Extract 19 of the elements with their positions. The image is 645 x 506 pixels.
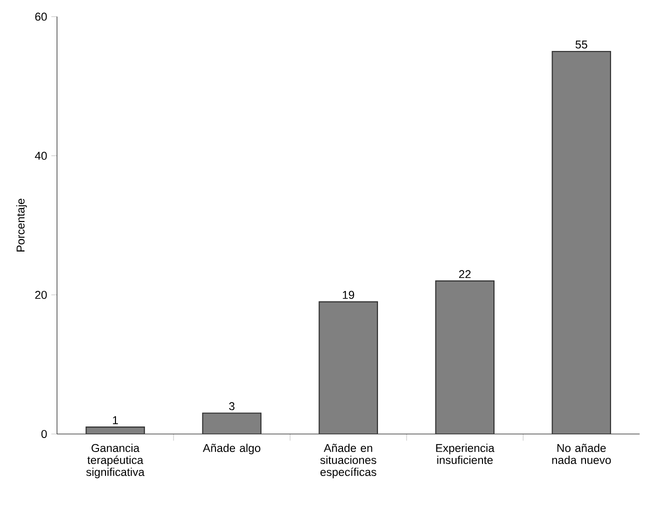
x-tick-label: Añade algo bbox=[202, 444, 260, 454]
data-label: 19 bbox=[342, 290, 354, 299]
data-label: 1 bbox=[112, 416, 118, 424]
x-tick-label: No añade nada nuevo bbox=[552, 444, 611, 464]
x-tick-label: Experiencia insuficiente bbox=[436, 444, 494, 464]
data-label: 55 bbox=[576, 40, 588, 49]
x-tick-label: Ganancia terapéutica significativa bbox=[86, 444, 145, 478]
y-axis-title: Porcentaje bbox=[16, 198, 27, 252]
data-label: 3 bbox=[229, 402, 234, 410]
y-tick-label: 40 bbox=[34, 152, 47, 160]
bar bbox=[435, 280, 495, 434]
y-tick-label: 60 bbox=[35, 12, 47, 21]
bar bbox=[552, 50, 612, 434]
x-tick-label: Añade en situaciones específicas bbox=[320, 444, 376, 478]
data-label: 22 bbox=[459, 270, 471, 278]
bar bbox=[202, 412, 262, 434]
bar bbox=[318, 301, 378, 434]
y-tick-label: 0 bbox=[41, 430, 47, 438]
y-tick-label: 20 bbox=[35, 290, 47, 299]
